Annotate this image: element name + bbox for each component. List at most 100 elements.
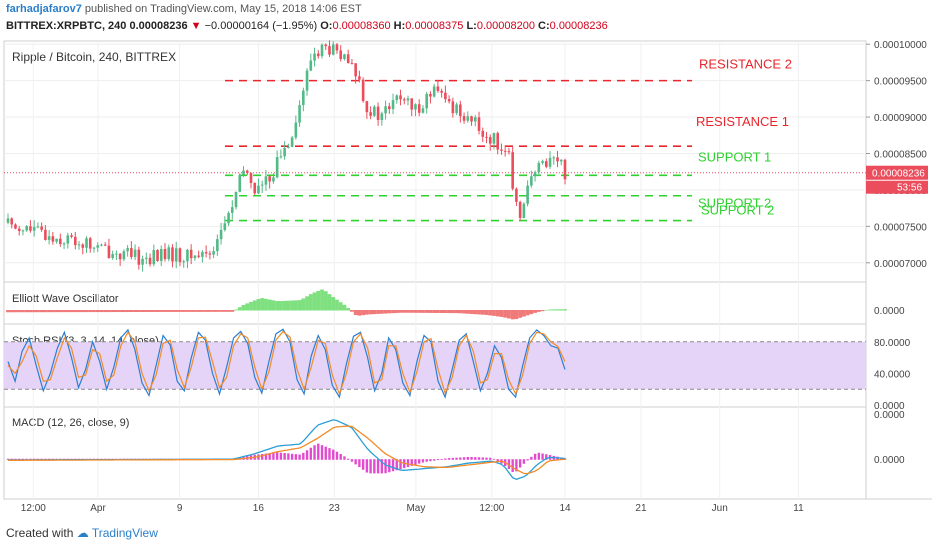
candle-body — [88, 238, 92, 249]
ewo-bar — [17, 310, 22, 313]
ewo-bar — [417, 310, 422, 313]
candle-body — [530, 176, 533, 186]
ewo-bar — [510, 310, 515, 320]
ewo-bar — [88, 310, 93, 313]
macd-hist-bar — [425, 459, 428, 462]
macd-hist-bar — [414, 459, 417, 465]
candle-body — [376, 106, 380, 120]
ewo-bar — [43, 310, 48, 313]
candle-body — [447, 99, 451, 102]
ewo-bar — [361, 310, 366, 316]
ewo-bar — [222, 310, 227, 312]
candle-body — [208, 253, 212, 255]
candle-body — [174, 248, 178, 262]
level-label-2: SUPPORT 1 — [698, 149, 771, 164]
candle-body — [249, 172, 253, 183]
ewo-bar — [286, 300, 291, 311]
candle-body — [137, 249, 141, 265]
macd-hist-bar — [272, 452, 275, 460]
candle-body — [201, 252, 204, 257]
candle-body — [156, 250, 159, 261]
ewo-bar — [95, 310, 100, 313]
ewo-bar — [275, 301, 280, 311]
ewo-bar — [9, 310, 14, 313]
ewo-bar — [443, 310, 448, 314]
candle-body — [470, 116, 473, 122]
macd-hist-bar — [380, 459, 384, 474]
time-tick-label: May — [406, 503, 425, 514]
ewo-bar — [39, 310, 44, 313]
candle-body — [324, 44, 328, 47]
candle-body — [189, 249, 193, 259]
ewo-bar — [338, 302, 343, 311]
macd-hist-bar — [268, 453, 271, 460]
macd-hist-bar — [451, 457, 455, 460]
candle-body — [17, 228, 21, 232]
ewo-bar — [151, 310, 156, 312]
tradingview-brand[interactable]: TradingView — [91, 526, 158, 540]
candle-body — [436, 86, 440, 91]
chart-svg[interactable]: Ripple / Bitcoin, 240, BITTREX Elliott W… — [0, 40, 932, 516]
time-tick-label: 11 — [793, 503, 804, 514]
candle-body — [216, 239, 219, 252]
ewo-bar — [166, 310, 171, 312]
ewo-bar — [503, 310, 508, 318]
candle-body — [167, 247, 171, 260]
candle-body — [159, 248, 163, 261]
ewo-pane-title: Elliott Wave Oscillator — [12, 293, 119, 305]
ewo-bar — [249, 301, 253, 311]
ewo-bar — [383, 310, 388, 314]
candle-body — [141, 258, 144, 265]
macd-series-1 — [8, 425, 566, 475]
high-value: 0.00008375 — [405, 20, 464, 32]
ewo-bar — [278, 301, 283, 311]
ewo-bar — [129, 310, 134, 313]
candle-body — [369, 112, 372, 116]
ewo-bar — [234, 309, 238, 311]
ohlc-line: BITTREX:XRPBTC, 240 0.00008236 ▼ −0.0000… — [6, 20, 608, 32]
candle-body — [92, 247, 96, 249]
price-change: −0.00000164 (−1.95%) — [204, 20, 318, 32]
macd-hist-bar — [518, 459, 522, 468]
price-pane-title: Ripple / Bitcoin, 240, BITTREX — [12, 50, 176, 64]
ewo-bar — [84, 310, 89, 313]
candle-body — [10, 218, 14, 225]
macd-hist-bar — [298, 454, 301, 460]
macd-hist-bar — [477, 457, 481, 460]
ewo-bar — [271, 300, 276, 311]
ewo-bar — [402, 310, 407, 313]
stochrsi-lines — [7, 328, 566, 399]
ewo-bar — [525, 310, 530, 316]
ewo-bar — [533, 310, 537, 313]
macd-hist-bar — [365, 459, 369, 473]
ewo-bar — [21, 310, 25, 313]
macd-pane-title: MACD (12, 26, close, 9) — [12, 417, 129, 429]
macd-hist-bar — [440, 459, 443, 460]
macd-hist-bar — [455, 457, 458, 460]
ewo-bar — [200, 310, 205, 312]
time-tick-label: 12:00 — [21, 503, 46, 514]
price-tick-label: 0.00009000 — [874, 113, 927, 124]
candle-body — [552, 157, 556, 159]
ewo-bar — [555, 309, 560, 311]
candle-body — [44, 229, 47, 240]
ewo-bar — [454, 310, 459, 314]
candle-body — [507, 151, 511, 153]
candle-body — [365, 101, 369, 113]
candle-body — [204, 252, 208, 254]
level-lines: RESISTANCE 2 RESISTANCE 1 SUPPORT 1 SUPPORT… — [4, 57, 866, 222]
ewo-bar — [372, 310, 377, 315]
candle-body — [47, 236, 51, 240]
pane-frames — [3, 40, 932, 500]
ewo-bar — [421, 310, 425, 313]
candle-body — [526, 185, 529, 204]
ewo-bar — [185, 310, 190, 312]
chart-area[interactable]: Ripple / Bitcoin, 240, BITTREX Elliott W… — [0, 40, 932, 516]
candle-body — [51, 236, 55, 242]
candle-body — [186, 249, 189, 262]
created-with-label: Created with — [6, 526, 74, 540]
candle-body — [414, 104, 417, 110]
author-link[interactable]: farhadjafarov7 — [6, 3, 82, 15]
candle-body — [85, 238, 88, 248]
candle-body — [350, 63, 354, 65]
